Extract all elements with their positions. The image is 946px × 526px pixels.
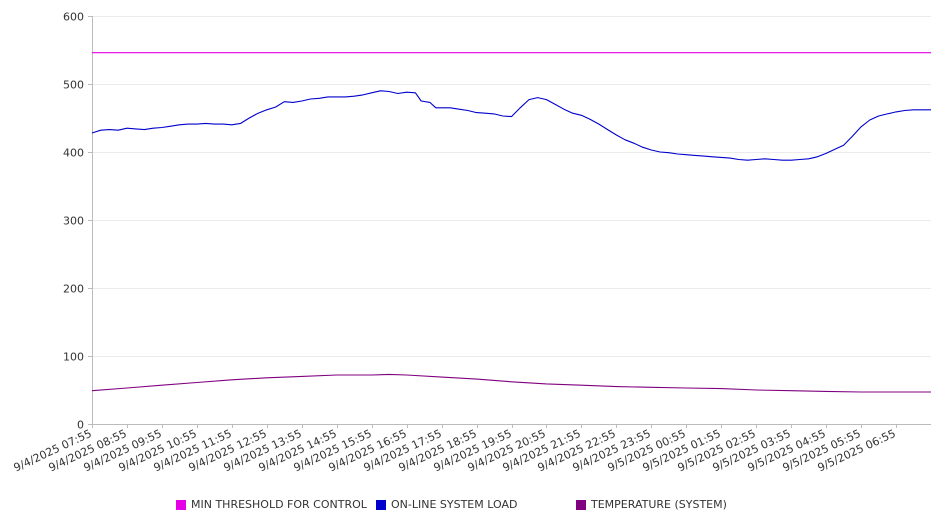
x-axis-ticks: 9/4/2025 07:559/4/2025 08:559/4/2025 09:… xyxy=(12,424,898,474)
legend-swatch xyxy=(176,499,186,510)
legend-item[interactable]: MIN THRESHOLD FOR CONTROL xyxy=(176,498,367,511)
legend-item[interactable]: TEMPERATURE (SYSTEM) xyxy=(576,498,727,511)
y-tick-label: 400 xyxy=(63,147,84,160)
series-line xyxy=(91,373,931,393)
y-tick-label: 300 xyxy=(63,215,84,228)
y-tick-label: 100 xyxy=(63,351,84,364)
series-lines xyxy=(91,52,931,393)
y-tick-label: 200 xyxy=(63,283,84,296)
legend-swatch xyxy=(576,499,586,510)
legend-label: TEMPERATURE (SYSTEM) xyxy=(591,498,727,511)
chart-legend: MIN THRESHOLD FOR CONTROL ON-LINE SYSTEM … xyxy=(0,498,946,514)
legend-label: MIN THRESHOLD FOR CONTROL xyxy=(191,498,367,511)
y-axis-ticks: 0 100 200 300 400 500 600 xyxy=(63,11,92,432)
grid-lines xyxy=(92,16,931,357)
legend-swatch xyxy=(376,499,386,510)
y-tick-label: 0 xyxy=(77,419,84,432)
y-tick-label: 600 xyxy=(63,11,84,24)
y-tick-label: 500 xyxy=(63,79,84,92)
series-line xyxy=(91,90,931,161)
legend-label: ON-LINE SYSTEM LOAD xyxy=(391,498,518,511)
legend-item[interactable]: ON-LINE SYSTEM LOAD xyxy=(376,498,517,511)
